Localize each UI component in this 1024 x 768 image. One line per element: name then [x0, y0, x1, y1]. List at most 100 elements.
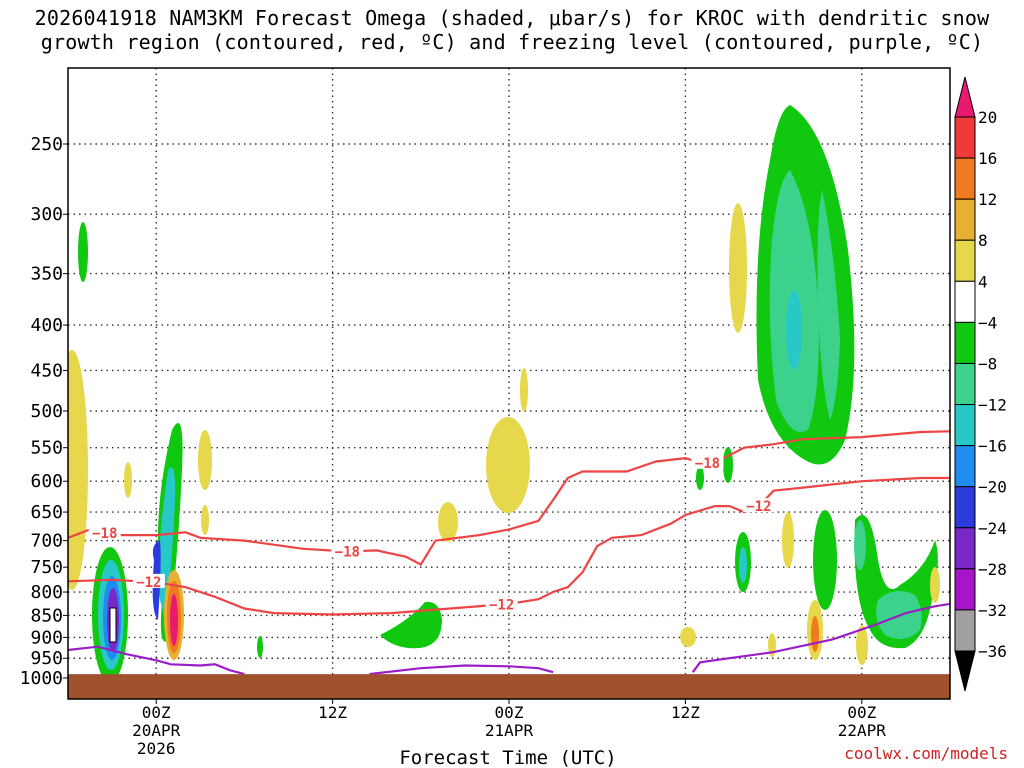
omega-blob	[739, 547, 747, 583]
title-line-1: 2026041918 NAM3KM Forecast Omega (shaded…	[34, 6, 990, 30]
omega-blob	[930, 567, 940, 603]
contour-label-bg	[691, 454, 724, 469]
ytick-label: 250	[30, 134, 63, 155]
ytick-label: 950	[30, 648, 63, 669]
ytick-label: 650	[30, 502, 63, 523]
omega-blob	[124, 462, 132, 498]
watermark: coolwx.com/models	[844, 744, 1008, 763]
colorbar-label: 12	[978, 190, 997, 209]
omega-blob	[856, 625, 868, 665]
xtick-label: 21APR	[485, 721, 534, 740]
omega-blob	[786, 290, 802, 370]
colorbar-swatch	[954, 568, 976, 611]
colorbar-label: −32	[978, 601, 1007, 620]
colorbar-swatch	[954, 157, 976, 200]
ytick-label: 400	[30, 315, 63, 336]
colorbar-label: −4	[978, 313, 997, 332]
omega-blob	[520, 368, 528, 412]
contour-0c-22apr	[691, 602, 950, 673]
colorbar-label: 8	[978, 231, 988, 250]
xtick-label: 00Z	[847, 703, 876, 722]
colorbar-swatch	[954, 198, 976, 241]
colorbar-label: −28	[978, 560, 1007, 579]
omega-blob	[811, 616, 819, 652]
xtick-label: 22APR	[838, 721, 887, 740]
x-axis-label: Forecast Time (UTC)	[399, 747, 616, 768]
colorbar-bottom-arrow	[954, 650, 976, 692]
colorbar-swatch	[954, 239, 976, 282]
colorbar-swatch	[954, 404, 976, 447]
omega-blob	[723, 447, 733, 483]
omega-blob	[438, 502, 458, 542]
omega-blob	[198, 430, 212, 490]
xtick-label: 00Z	[495, 703, 524, 722]
colorbar-swatch	[954, 362, 976, 406]
omega-blob	[201, 505, 209, 535]
ytick-label: 500	[30, 401, 63, 422]
omega-blob	[696, 466, 704, 490]
omega-blob	[170, 594, 178, 646]
ytick-label: 600	[30, 471, 63, 492]
contour-label: −12	[136, 575, 161, 591]
colorbar-swatch	[954, 445, 976, 488]
ytick-label: 350	[30, 264, 63, 285]
ytick-label: 850	[30, 605, 63, 626]
contour--18c	[68, 430, 950, 567]
temperature-contours: −18 −18 −18 −12 −12 −12	[68, 430, 950, 676]
omega-blob	[680, 627, 696, 647]
omega-blob	[68, 350, 88, 590]
colorbar-swatch	[954, 486, 976, 529]
contour-label-bg	[331, 543, 364, 558]
colorbar-swatch	[954, 527, 976, 570]
omega-blob	[854, 520, 866, 570]
contour-label: −12	[746, 499, 771, 515]
ytick-label: 700	[30, 531, 63, 552]
colorbar-label: −36	[978, 642, 1007, 661]
omega-blob	[78, 222, 88, 282]
ytick-label: 750	[30, 557, 63, 578]
colorbar-label: 4	[978, 272, 988, 291]
colorbar-label: −16	[978, 437, 1007, 456]
colorbar-label: −20	[978, 478, 1007, 497]
colorbar-label: 16	[978, 149, 997, 168]
contour-label: −18	[695, 456, 720, 472]
xtick-label: 12Z	[671, 703, 700, 722]
colorbar-label: −24	[978, 519, 1007, 538]
omega-blob	[109, 607, 117, 643]
xtick-label: 2026	[137, 739, 176, 758]
title-line-2: growth region (contoured, red, ºC) and f…	[40, 30, 984, 54]
contour-label-bg	[132, 573, 165, 588]
ytick-label: 300	[30, 204, 63, 225]
omega-blob	[782, 512, 794, 568]
chart-title: 2026041918 NAM3KM Forecast Omega (shaded…	[0, 6, 1024, 54]
xtick-label: 00Z	[142, 703, 171, 722]
colorbar-swatch	[954, 321, 976, 364]
ytick-label: 800	[30, 582, 63, 603]
omega-blob	[813, 510, 837, 610]
ytick-label: 1000	[20, 668, 63, 689]
contour-label: −18	[335, 544, 360, 560]
omega-blob	[486, 417, 530, 513]
xtick-label: 20APR	[132, 721, 181, 740]
contour-label: −12	[489, 597, 514, 613]
ytick-label: 550	[30, 438, 63, 459]
omega-blob	[257, 636, 263, 658]
pressure-axis: 2503003504004505005506006507007508008509…	[20, 134, 68, 689]
xtick-label: 12Z	[318, 703, 347, 722]
colorbar-label: −12	[978, 396, 1007, 415]
omega-blob	[817, 190, 840, 420]
omega-blob	[380, 601, 442, 649]
contour-label-bg	[485, 596, 518, 611]
contour-label: −18	[92, 526, 117, 542]
terrain-ground	[68, 674, 950, 699]
colorbar-swatch	[954, 609, 976, 652]
contour-0c-21apr	[369, 664, 554, 676]
omega-shading	[68, 105, 940, 683]
contour-label-bg	[742, 498, 775, 513]
colorbar-label: −8	[978, 354, 997, 373]
ytick-label: 900	[30, 627, 63, 648]
colorbar-swatch	[954, 116, 976, 159]
colorbar: 20 16 12 8 4 −4 −8 −12 −16 −20 −24 −28 −32 −36	[954, 76, 1007, 692]
